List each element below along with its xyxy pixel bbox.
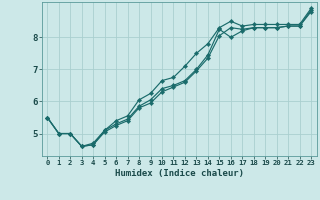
X-axis label: Humidex (Indice chaleur): Humidex (Indice chaleur): [115, 169, 244, 178]
